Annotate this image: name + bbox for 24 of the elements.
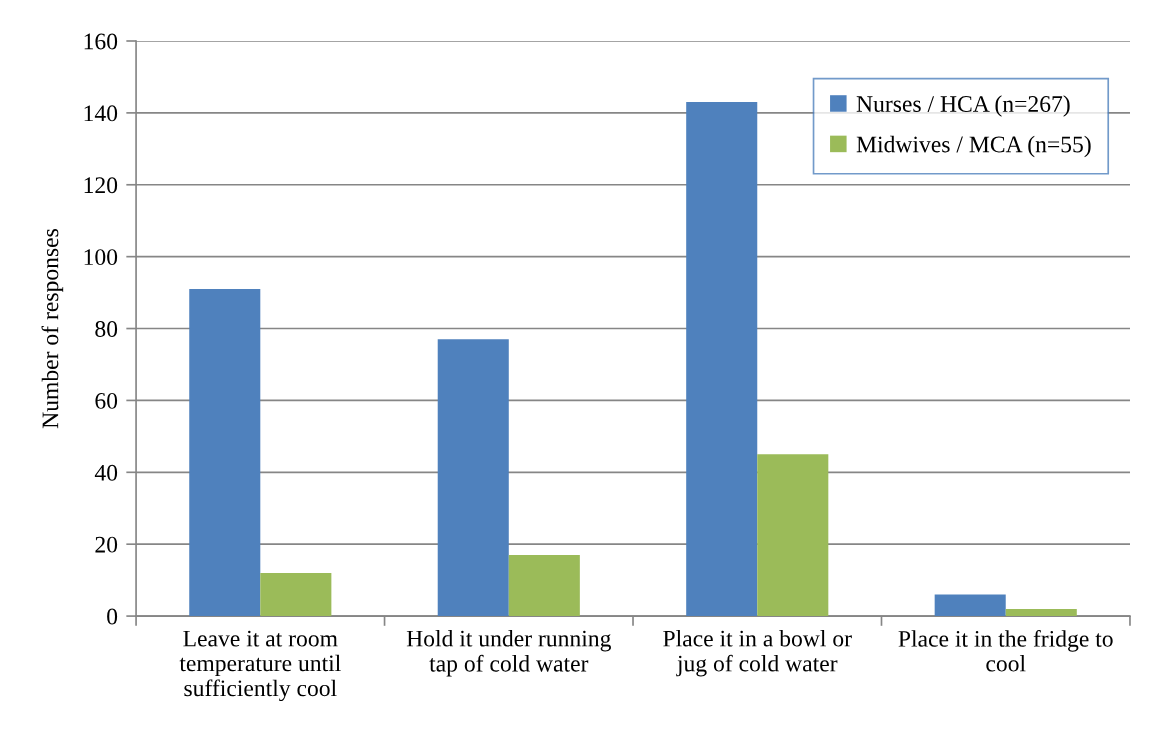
y-tick-label: 140 <box>84 105 118 122</box>
y-tick-label: 120 <box>84 177 118 194</box>
y-tick-label: 40 <box>94 464 118 481</box>
bar <box>934 594 1006 617</box>
y-tick-label: 0 <box>107 608 118 625</box>
x-tick-label: Place it in a bowl or jug of cold water <box>663 629 852 677</box>
y-tick-label: 100 <box>84 249 118 266</box>
legend-label: Midwives / MCA (n=55) <box>856 135 1091 158</box>
bar <box>686 102 758 617</box>
legend-label: Nurses / HCA (n=267) <box>856 95 1070 117</box>
bar <box>189 289 261 617</box>
x-tick-label: Place it in the fridge to cool <box>898 629 1113 672</box>
x-tick-label: Leave it at room temperature until sufficiently cool <box>179 630 341 702</box>
y-tick-label: 80 <box>95 321 118 337</box>
bar <box>437 339 509 617</box>
y-axis-title: Number of responses <box>41 229 64 429</box>
y-tick-label: 20 <box>95 536 118 553</box>
y-tick-label: 160 <box>84 33 118 50</box>
bar <box>757 454 829 617</box>
bar <box>260 572 332 617</box>
bar <box>1005 608 1077 617</box>
x-tick-label: Hold it under running tap of cold water <box>406 629 611 677</box>
y-tick-label: 60 <box>95 392 118 409</box>
bar <box>508 554 580 617</box>
